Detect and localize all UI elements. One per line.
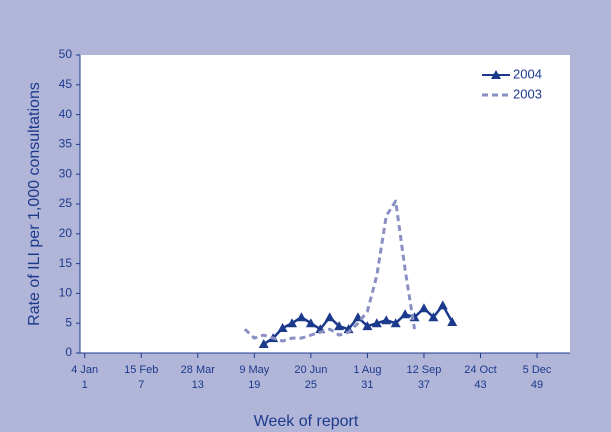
y-tick-label: 40 — [59, 107, 73, 121]
x-tick-week: 7 — [138, 379, 144, 391]
y-tick-label: 0 — [65, 345, 72, 359]
point-marker — [305, 318, 316, 328]
y-axis-title: Rate of ILI per 1,000 consultations — [26, 82, 43, 326]
x-tick-label: 9 May — [239, 364, 269, 376]
x-tick-week: 13 — [192, 379, 204, 391]
point-marker — [437, 300, 448, 310]
point-marker — [447, 317, 458, 327]
y-tick-label: 25 — [59, 196, 73, 210]
x-tick-week: 19 — [248, 379, 260, 391]
point-marker — [428, 312, 439, 322]
point-marker — [334, 321, 345, 331]
y-tick-label: 35 — [59, 137, 73, 151]
y-tick-label: 30 — [59, 166, 73, 180]
point-marker — [418, 303, 429, 313]
point-marker — [296, 312, 307, 322]
point-marker — [390, 318, 401, 328]
x-tick-label: 15 Feb — [124, 364, 158, 376]
y-tick-label: 15 — [59, 256, 73, 270]
x-tick-label: 12 Sep — [407, 364, 442, 376]
point-marker — [287, 318, 298, 328]
y-tick-label: 20 — [59, 226, 73, 240]
series-line — [243, 199, 417, 343]
x-tick-label: 5 Dec — [523, 364, 552, 376]
point-marker — [258, 339, 269, 349]
legend-label: 2003 — [513, 86, 542, 101]
point-marker — [400, 309, 411, 319]
x-tick-label: 28 Mar — [181, 364, 216, 376]
x-tick-label: 1 Aug — [353, 364, 381, 376]
x-tick-week: 43 — [474, 379, 486, 391]
y-tick-label: 50 — [59, 47, 73, 61]
point-marker — [371, 318, 382, 328]
legend-label: 2004 — [513, 66, 542, 81]
y-tick-label: 45 — [59, 77, 73, 91]
y-tick-label: 5 — [65, 315, 72, 329]
x-tick-label: 20 Jun — [294, 364, 327, 376]
legend-marker — [491, 70, 501, 79]
x-tick-label: 24 Oct — [464, 364, 496, 376]
x-tick-week: 31 — [361, 379, 373, 391]
x-tick-week: 1 — [82, 379, 88, 391]
plot-area — [80, 55, 570, 353]
x-tick-week: 49 — [531, 379, 543, 391]
x-tick-week: 37 — [418, 379, 430, 391]
point-marker — [324, 312, 335, 322]
point-marker — [362, 321, 373, 331]
point-marker — [381, 315, 392, 325]
y-tick-label: 10 — [59, 286, 73, 300]
x-tick-label: 4 Jan — [71, 364, 98, 376]
point-marker — [277, 322, 288, 332]
x-axis-title: Week of report — [254, 413, 359, 430]
x-tick-week: 25 — [305, 379, 317, 391]
